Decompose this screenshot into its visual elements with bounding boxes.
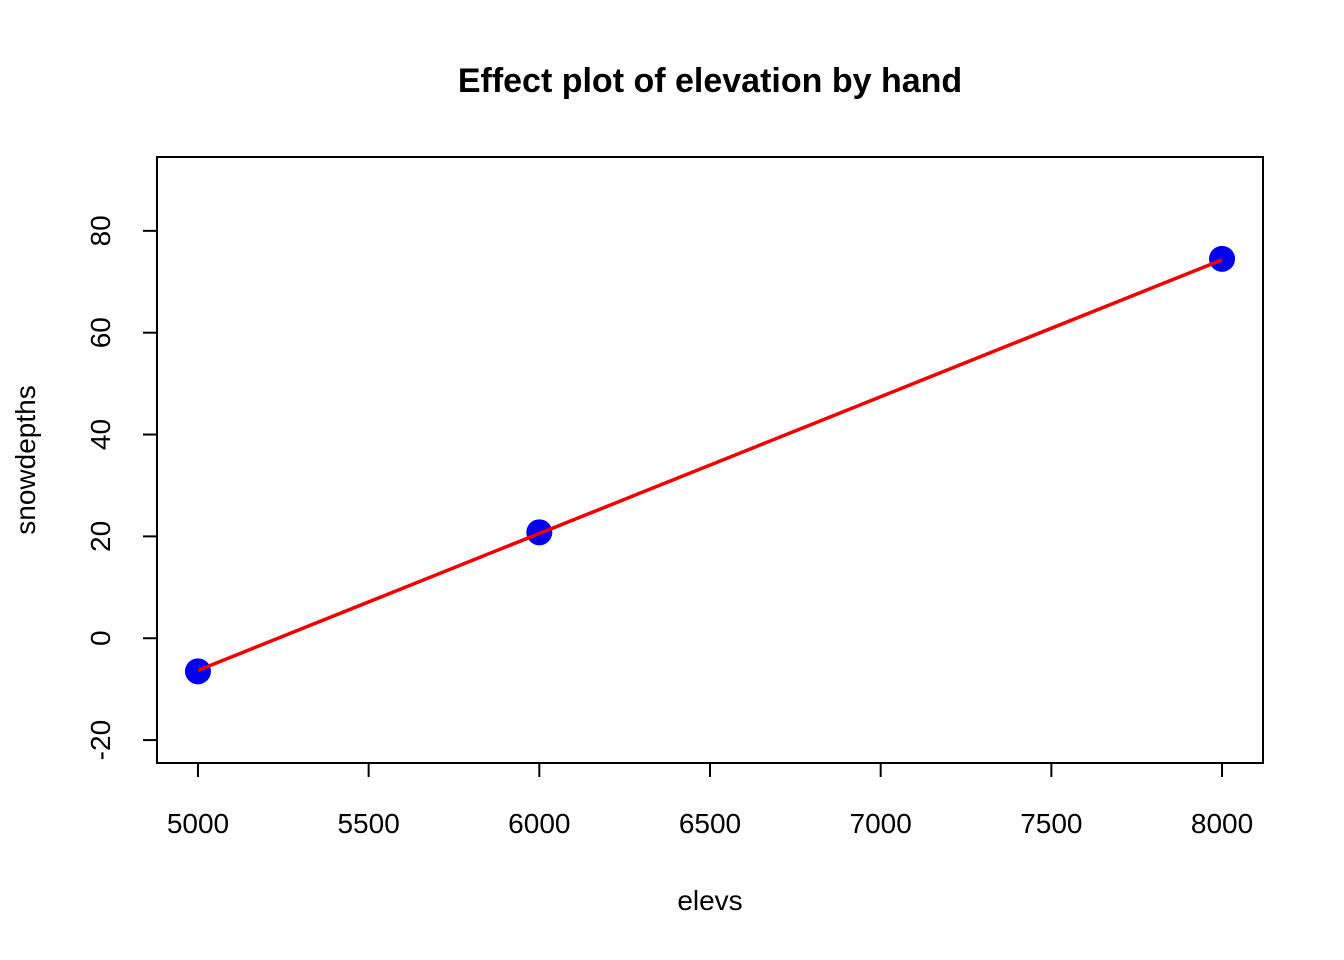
data-point (1209, 245, 1236, 272)
y-axis-label: snowdepths (10, 385, 41, 534)
x-tick-label: 6000 (508, 808, 570, 839)
plot-frame (156, 156, 1264, 764)
x-axis: 5000 5500 6000 6500 7000 7500 8000 (167, 762, 1253, 839)
fitted-line (197, 258, 1223, 672)
y-tick-label: -20 (85, 720, 116, 760)
x-tick-label: 6500 (679, 808, 741, 839)
y-tick-label: 80 (85, 215, 116, 246)
y-tick-label: 20 (85, 521, 116, 552)
data-point (184, 658, 211, 685)
x-axis-label: elevs (677, 885, 742, 916)
x-tick-label: 7500 (1020, 808, 1082, 839)
chart-title: Effect plot of elevation by hand (458, 62, 962, 100)
y-tick-label: 60 (85, 317, 116, 348)
x-tick-label: 5500 (337, 808, 399, 839)
y-axis: -20 0 20 40 60 80 (85, 215, 158, 760)
plot-marks (184, 245, 1236, 685)
y-tick-label: 0 (85, 630, 116, 646)
y-tick-label: 40 (85, 419, 116, 450)
x-tick-label: 5000 (167, 808, 229, 839)
x-tick-label: 7000 (850, 808, 912, 839)
x-tick-label: 8000 (1191, 808, 1253, 839)
